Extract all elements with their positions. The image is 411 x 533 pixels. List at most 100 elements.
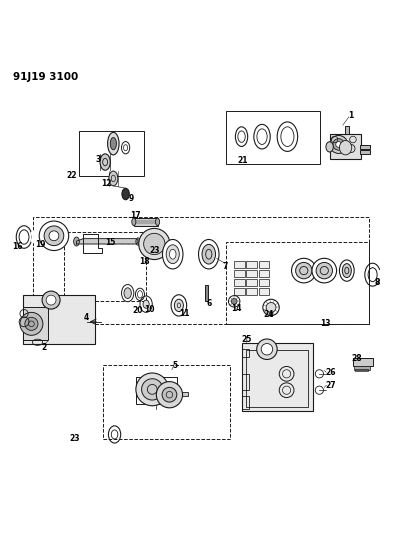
Text: 6: 6 — [206, 299, 211, 308]
Bar — [242, 397, 249, 409]
Bar — [234, 288, 245, 295]
Text: 15: 15 — [105, 238, 115, 247]
Bar — [360, 150, 370, 154]
Text: 22: 22 — [66, 171, 76, 180]
Bar — [360, 146, 370, 149]
Bar — [234, 279, 245, 286]
Ellipse shape — [166, 245, 179, 264]
Bar — [242, 343, 313, 411]
Ellipse shape — [155, 218, 159, 225]
Text: 8: 8 — [375, 278, 380, 287]
Bar — [354, 366, 370, 370]
Circle shape — [336, 142, 342, 147]
Bar — [234, 261, 245, 268]
Text: 13: 13 — [320, 319, 330, 327]
Text: 2: 2 — [41, 343, 46, 352]
Polygon shape — [76, 239, 138, 244]
Circle shape — [142, 379, 163, 400]
Circle shape — [44, 226, 64, 246]
Ellipse shape — [109, 171, 118, 186]
Ellipse shape — [122, 285, 134, 302]
Bar — [247, 261, 257, 268]
Text: 20: 20 — [133, 306, 143, 315]
Bar — [259, 288, 269, 295]
Ellipse shape — [108, 132, 119, 155]
Bar — [226, 242, 369, 324]
Ellipse shape — [174, 299, 183, 312]
Text: 28: 28 — [352, 354, 363, 363]
Circle shape — [261, 343, 272, 355]
Text: 23: 23 — [69, 434, 80, 443]
Text: 24: 24 — [264, 310, 274, 319]
Circle shape — [333, 139, 344, 150]
Ellipse shape — [136, 238, 140, 245]
Bar — [259, 261, 269, 268]
Wedge shape — [31, 231, 36, 243]
Text: 91J19 3100: 91J19 3100 — [13, 72, 78, 82]
Text: 18: 18 — [139, 257, 149, 266]
Circle shape — [316, 262, 332, 279]
Circle shape — [46, 295, 56, 305]
Text: 10: 10 — [144, 305, 155, 314]
Text: 1: 1 — [348, 111, 353, 120]
Text: 19: 19 — [35, 240, 45, 249]
Circle shape — [257, 339, 277, 359]
Bar — [247, 270, 257, 277]
Bar — [242, 349, 249, 358]
Text: 3: 3 — [95, 155, 100, 164]
Circle shape — [42, 291, 60, 309]
Ellipse shape — [202, 245, 215, 264]
Bar — [23, 308, 48, 340]
Bar — [247, 279, 257, 286]
Ellipse shape — [124, 288, 132, 298]
Bar — [353, 358, 373, 367]
Bar — [33, 217, 369, 324]
Ellipse shape — [169, 249, 176, 259]
Circle shape — [296, 262, 312, 279]
Text: 17: 17 — [131, 211, 141, 220]
Text: 11: 11 — [179, 309, 189, 318]
Bar — [247, 350, 308, 407]
Bar — [234, 270, 245, 277]
Circle shape — [312, 259, 337, 283]
Circle shape — [291, 259, 316, 283]
Circle shape — [39, 221, 69, 251]
Circle shape — [139, 229, 170, 260]
Ellipse shape — [132, 218, 136, 225]
Ellipse shape — [326, 142, 333, 152]
Circle shape — [136, 373, 169, 406]
Bar — [356, 369, 368, 372]
Text: 5: 5 — [172, 361, 177, 370]
Text: 25: 25 — [241, 335, 252, 343]
Circle shape — [266, 303, 276, 312]
Text: 23: 23 — [149, 246, 159, 255]
Bar — [259, 279, 269, 286]
Text: 4: 4 — [83, 313, 88, 322]
Bar — [270, 308, 272, 316]
Bar — [134, 218, 157, 225]
Ellipse shape — [110, 138, 116, 150]
Ellipse shape — [143, 300, 149, 308]
Ellipse shape — [342, 264, 351, 278]
Circle shape — [25, 317, 38, 330]
Circle shape — [231, 298, 237, 304]
Bar — [330, 134, 361, 159]
Ellipse shape — [74, 237, 79, 246]
Text: 16: 16 — [12, 242, 22, 251]
Bar — [345, 126, 349, 134]
Text: 12: 12 — [101, 179, 112, 188]
Ellipse shape — [162, 239, 183, 269]
Text: 14: 14 — [231, 304, 242, 313]
Ellipse shape — [100, 154, 110, 170]
Text: 7: 7 — [222, 262, 227, 271]
Bar — [103, 365, 230, 439]
Circle shape — [144, 233, 165, 255]
Bar — [64, 232, 146, 301]
Wedge shape — [379, 269, 385, 281]
Bar — [79, 131, 144, 176]
Bar — [247, 288, 257, 295]
Circle shape — [20, 312, 43, 335]
Circle shape — [162, 387, 177, 402]
Circle shape — [49, 231, 59, 241]
Circle shape — [156, 382, 182, 408]
